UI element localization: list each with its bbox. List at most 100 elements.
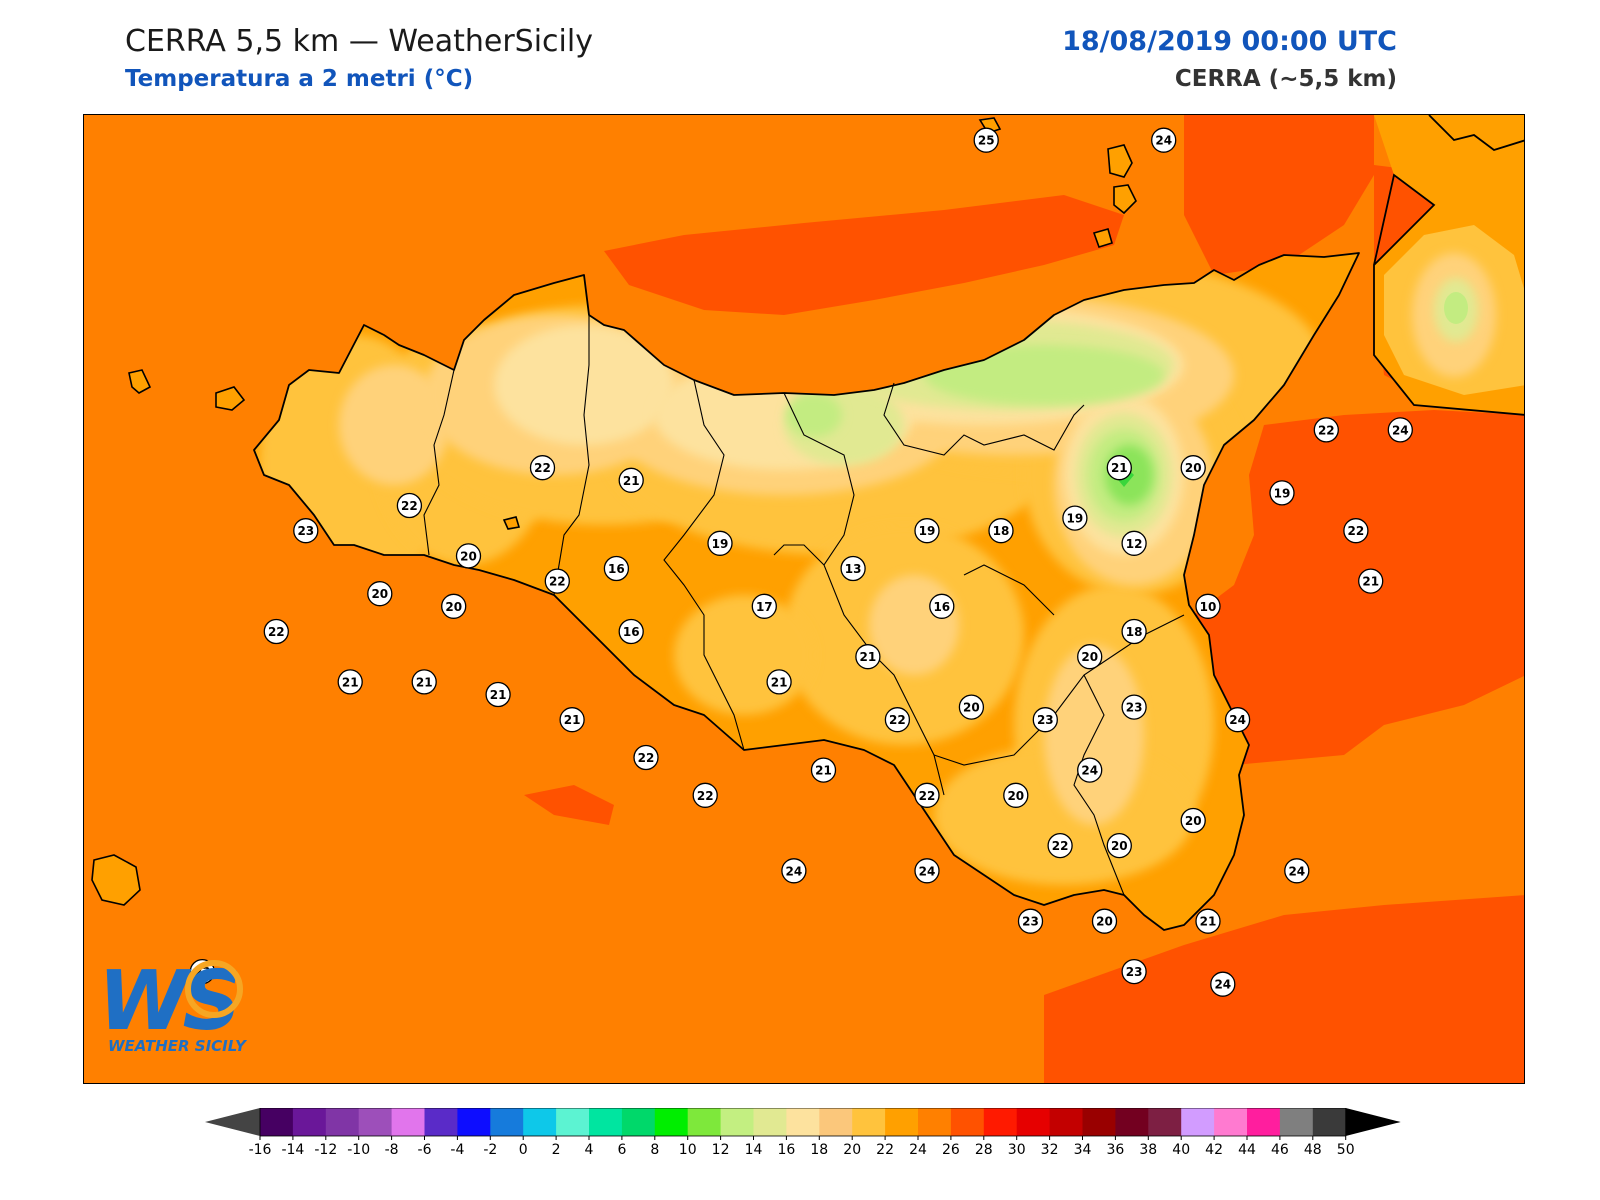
station-marker[interactable]: 22 — [396, 492, 423, 519]
station-marker[interactable]: 18 — [1121, 618, 1147, 645]
colorbar-tick-label: 28 — [975, 1142, 993, 1158]
station-marker[interactable]: 25 — [973, 127, 999, 153]
station-marker[interactable]: 20 — [1003, 782, 1029, 808]
station-marker[interactable]: 21 — [1358, 568, 1384, 594]
station-marker[interactable]: 21 — [618, 467, 644, 493]
coastline — [253, 115, 1524, 931]
map-title: CERRA 5,5 km — WeatherSicily — [125, 24, 593, 59]
station-marker[interactable]: 20 — [455, 543, 482, 569]
station-marker[interactable]: 21 — [559, 707, 585, 733]
station-marker[interactable]: 22 — [633, 744, 659, 771]
station-value: 23 — [1037, 713, 1054, 727]
station-marker[interactable]: 24 — [1077, 757, 1103, 783]
station-circle — [1224, 707, 1251, 733]
colorbar-bin — [654, 1108, 689, 1136]
station-marker[interactable]: 20 — [1091, 908, 1118, 934]
station-marker[interactable]: 22 — [884, 707, 911, 733]
province-border — [553, 315, 590, 596]
station-marker[interactable]: 21 — [485, 681, 511, 708]
station-value: 24 — [1155, 134, 1172, 148]
station-marker[interactable]: 19 — [914, 518, 940, 544]
station-circle — [751, 593, 777, 619]
station-circle — [455, 543, 482, 569]
station-marker[interactable]: 23 — [1017, 908, 1044, 934]
colorbar-tick-label: 24 — [909, 1142, 927, 1158]
colorbar-bin — [950, 1108, 985, 1136]
station-circle — [929, 593, 955, 619]
station-marker[interactable]: 20 — [1180, 455, 1206, 481]
station-circle — [633, 744, 659, 771]
station-marker[interactable]: 21 — [855, 644, 881, 670]
colorbar-bin — [621, 1108, 656, 1136]
station-marker[interactable]: 21 — [1106, 455, 1132, 481]
station-marker[interactable]: 12 — [1121, 530, 1147, 556]
station-value: 24 — [786, 864, 803, 878]
station-marker[interactable]: 19 — [707, 530, 733, 556]
station-value: 22 — [919, 789, 936, 803]
colorbar-min-extend — [205, 1108, 260, 1136]
station-circle — [884, 707, 911, 733]
station-marker[interactable]: 16 — [929, 593, 955, 619]
station-circle — [396, 492, 423, 519]
station-marker[interactable]: 23 — [1121, 958, 1147, 985]
station-marker[interactable]: 24 — [781, 858, 807, 884]
station-marker[interactable]: 20 — [1180, 807, 1206, 834]
station-circle — [1106, 455, 1132, 481]
station-marker[interactable]: 24 — [1387, 417, 1413, 443]
station-value: 22 — [1348, 524, 1365, 538]
station-marker[interactable]: 10 — [1195, 593, 1221, 619]
station-marker[interactable]: 22 — [1047, 832, 1073, 859]
station-marker[interactable]: 22 — [1343, 518, 1369, 544]
station-marker[interactable]: 21 — [766, 669, 792, 695]
station-marker[interactable]: 21 — [411, 669, 437, 695]
station-value: 20 — [1111, 839, 1128, 853]
colorbar-tick-label: 10 — [679, 1142, 697, 1158]
station-marker[interactable]: 20 — [1106, 832, 1132, 859]
station-marker[interactable]: 17 — [751, 593, 777, 619]
colorbar-tick-label: 12 — [712, 1142, 730, 1158]
station-marker[interactable]: 18 — [988, 518, 1014, 544]
station-marker[interactable]: 20 — [367, 581, 393, 607]
station-circle — [707, 530, 733, 556]
temperature-zone — [674, 595, 814, 715]
colorbar-tick-label: 20 — [843, 1142, 861, 1158]
station-marker[interactable]: 19 — [1269, 480, 1295, 506]
colorbar-bin — [1312, 1108, 1347, 1136]
logo-mark: WS — [98, 954, 237, 1049]
station-value: 21 — [564, 713, 581, 727]
station-marker[interactable]: 23 — [293, 518, 319, 544]
station-marker[interactable]: 24 — [1151, 127, 1177, 153]
station-marker[interactable]: 21 — [337, 669, 363, 695]
station-value: 23 — [1022, 915, 1039, 929]
station-marker[interactable]: 23 — [1032, 707, 1058, 733]
station-marker[interactable]: 16 — [618, 618, 644, 645]
station-marker[interactable]: 22 — [914, 782, 940, 808]
station-circle — [1387, 417, 1413, 443]
station-marker[interactable]: 21 — [1195, 908, 1221, 934]
station-marker[interactable]: 21 — [810, 757, 837, 783]
station-marker[interactable]: 22 — [544, 568, 570, 594]
station-marker[interactable]: 13 — [840, 555, 866, 582]
station-marker[interactable]: 23 — [1121, 694, 1147, 720]
station-marker[interactable]: 20 — [1077, 644, 1103, 670]
station-marker[interactable]: 24 — [1210, 971, 1236, 997]
station-marker[interactable]: 22 — [263, 618, 289, 645]
station-marker[interactable]: 24 — [914, 858, 940, 884]
station-marker[interactable]: 24 — [1224, 707, 1251, 733]
station-marker[interactable]: 24 — [1284, 858, 1310, 884]
station-marker[interactable]: 20 — [441, 593, 467, 619]
island — [1113, 184, 1137, 215]
colorbar-tick-label: 14 — [745, 1142, 763, 1158]
station-marker[interactable]: 16 — [603, 555, 630, 582]
station-circle — [618, 467, 644, 493]
station-marker[interactable]: 22 — [1313, 417, 1339, 443]
station-circle — [1343, 518, 1369, 544]
station-marker[interactable]: 22 — [692, 782, 718, 808]
station-marker[interactable]: 20 — [958, 694, 985, 720]
station-circle — [1032, 707, 1058, 733]
station-marker[interactable]: 19 — [1062, 505, 1088, 531]
island — [1092, 228, 1113, 248]
colorbar-tick-label: 18 — [810, 1142, 828, 1158]
calabria-coastline — [1373, 173, 1524, 416]
station-marker[interactable]: 22 — [529, 455, 556, 481]
